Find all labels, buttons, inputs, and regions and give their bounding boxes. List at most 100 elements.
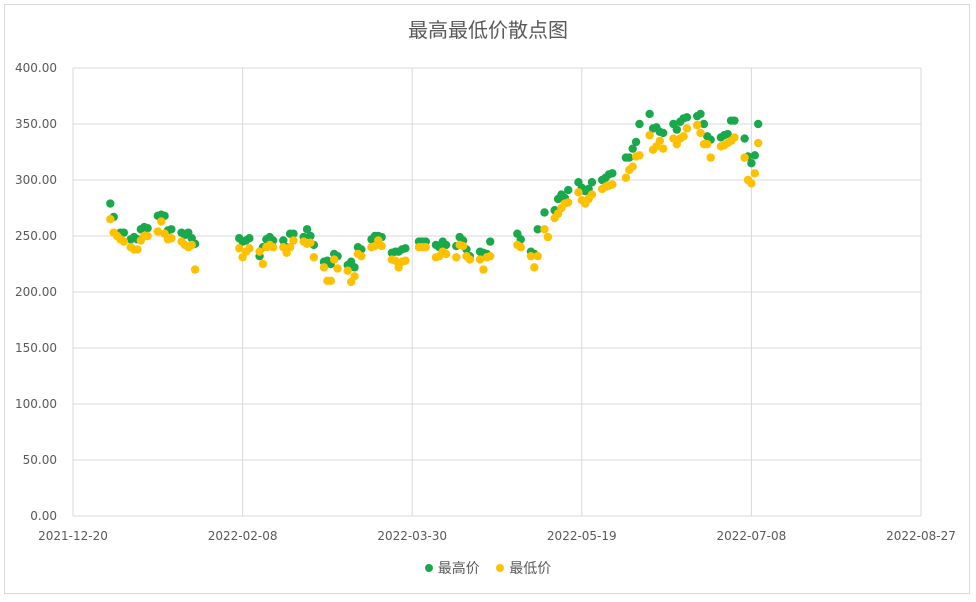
high-price-point — [106, 199, 115, 208]
low-price-point — [740, 153, 749, 162]
low-price-point — [747, 179, 756, 188]
low-price-point — [587, 190, 597, 199]
legend-marker-high — [424, 564, 433, 572]
low-price-point — [540, 225, 549, 234]
low-price-point — [655, 136, 665, 145]
high-price-point — [645, 109, 654, 119]
low-price-point — [696, 128, 705, 138]
low-price-point — [235, 244, 244, 253]
high-price-point — [699, 119, 709, 129]
legend-item-high: 最高价 — [424, 558, 480, 578]
x-tick-label: 2022-08-27 — [886, 529, 956, 543]
chart-title: 最高最低价散点图 — [408, 18, 568, 42]
high-price-point — [747, 159, 756, 168]
low-price-point — [458, 241, 468, 251]
low-price-point — [530, 263, 539, 272]
high-price-point — [245, 234, 254, 243]
high-price-point — [750, 151, 759, 160]
low-price-point — [574, 188, 583, 197]
data-points — [106, 109, 763, 287]
high-price-point — [659, 128, 668, 138]
low-price-point — [628, 162, 637, 171]
y-tick-label: 350.00 — [15, 117, 57, 131]
y-tick-label: 400.00 — [15, 61, 57, 75]
x-tick-label: 2022-02-08 — [208, 529, 278, 543]
low-price-point — [441, 249, 451, 259]
low-price-point — [343, 266, 352, 275]
low-price-point — [659, 144, 668, 153]
low-price-point — [543, 232, 553, 242]
x-axis-ticks: 2021-12-20 2022-02-08 2022-03-30 2022-05-19… — [38, 529, 956, 543]
low-price-point — [608, 180, 617, 189]
low-price-point — [245, 244, 254, 253]
low-price-point — [486, 251, 495, 261]
low-price-point — [133, 245, 142, 254]
high-price-point — [628, 144, 637, 153]
y-tick-label: 200.00 — [15, 285, 57, 299]
y-tick-label: 150.00 — [15, 341, 57, 355]
low-price-point — [475, 255, 485, 264]
low-price-point — [391, 256, 400, 265]
low-price-point — [533, 251, 542, 261]
y-tick-label: 100.00 — [15, 397, 57, 411]
high-price-point — [401, 244, 410, 253]
low-price-point — [645, 131, 654, 140]
high-price-point — [625, 153, 634, 162]
low-price-point — [635, 151, 644, 160]
low-price-point — [167, 234, 176, 243]
x-tick-label: 2022-05-19 — [547, 529, 617, 543]
low-price-point — [692, 120, 702, 130]
low-price-point — [190, 265, 200, 274]
x-tick-label: 2021-12-20 — [38, 529, 108, 543]
high-price-point — [540, 208, 549, 217]
low-price-point — [326, 276, 335, 285]
high-price-point — [608, 169, 617, 178]
y-tick-label: 50.00 — [23, 453, 57, 467]
low-price-point — [119, 237, 129, 246]
high-price-point — [587, 178, 597, 187]
high-price-point — [672, 125, 681, 134]
low-price-point — [329, 255, 339, 264]
low-price-point — [421, 243, 430, 252]
low-price-point — [730, 133, 739, 142]
low-price-point — [465, 255, 475, 264]
low-price-point — [750, 169, 759, 178]
high-price-point — [730, 116, 739, 125]
low-price-point — [564, 198, 573, 207]
high-price-point — [119, 228, 129, 237]
y-axis-ticks: 0.00 50.00 100.00 150.00 200.00 250.00 300.00 3… — [15, 61, 57, 523]
grid-lines — [72, 67, 922, 517]
high-price-point — [533, 225, 542, 234]
high-price-point — [167, 225, 176, 234]
low-price-point — [309, 253, 319, 262]
high-price-point — [279, 236, 288, 245]
x-tick-label: 2022-07-08 — [717, 529, 787, 543]
low-price-point — [401, 256, 410, 265]
low-price-point — [753, 138, 763, 148]
legend-label-low: 最低价 — [509, 561, 552, 577]
high-price-point — [753, 119, 763, 129]
y-tick-label: 300.00 — [15, 173, 57, 187]
x-tick-label: 2022-03-30 — [377, 529, 447, 543]
low-price-point — [357, 251, 366, 261]
low-price-point — [679, 132, 688, 141]
low-price-point — [268, 243, 278, 252]
low-price-point — [156, 217, 166, 226]
high-price-point — [306, 231, 315, 241]
low-price-point — [682, 124, 692, 133]
low-price-point — [526, 251, 536, 261]
low-price-point — [333, 264, 342, 273]
legend: 最高价 最低价 — [0, 558, 976, 578]
low-price-point — [255, 247, 264, 256]
low-price-point — [187, 240, 196, 250]
high-price-point — [486, 237, 495, 246]
low-price-point — [106, 215, 115, 224]
low-price-point — [377, 241, 386, 251]
high-price-point — [350, 263, 359, 272]
high-price-point — [289, 229, 298, 238]
high-price-point — [723, 129, 732, 139]
low-price-point — [319, 263, 329, 272]
low-price-point — [706, 153, 715, 162]
legend-item-low: 最低价 — [496, 558, 551, 578]
